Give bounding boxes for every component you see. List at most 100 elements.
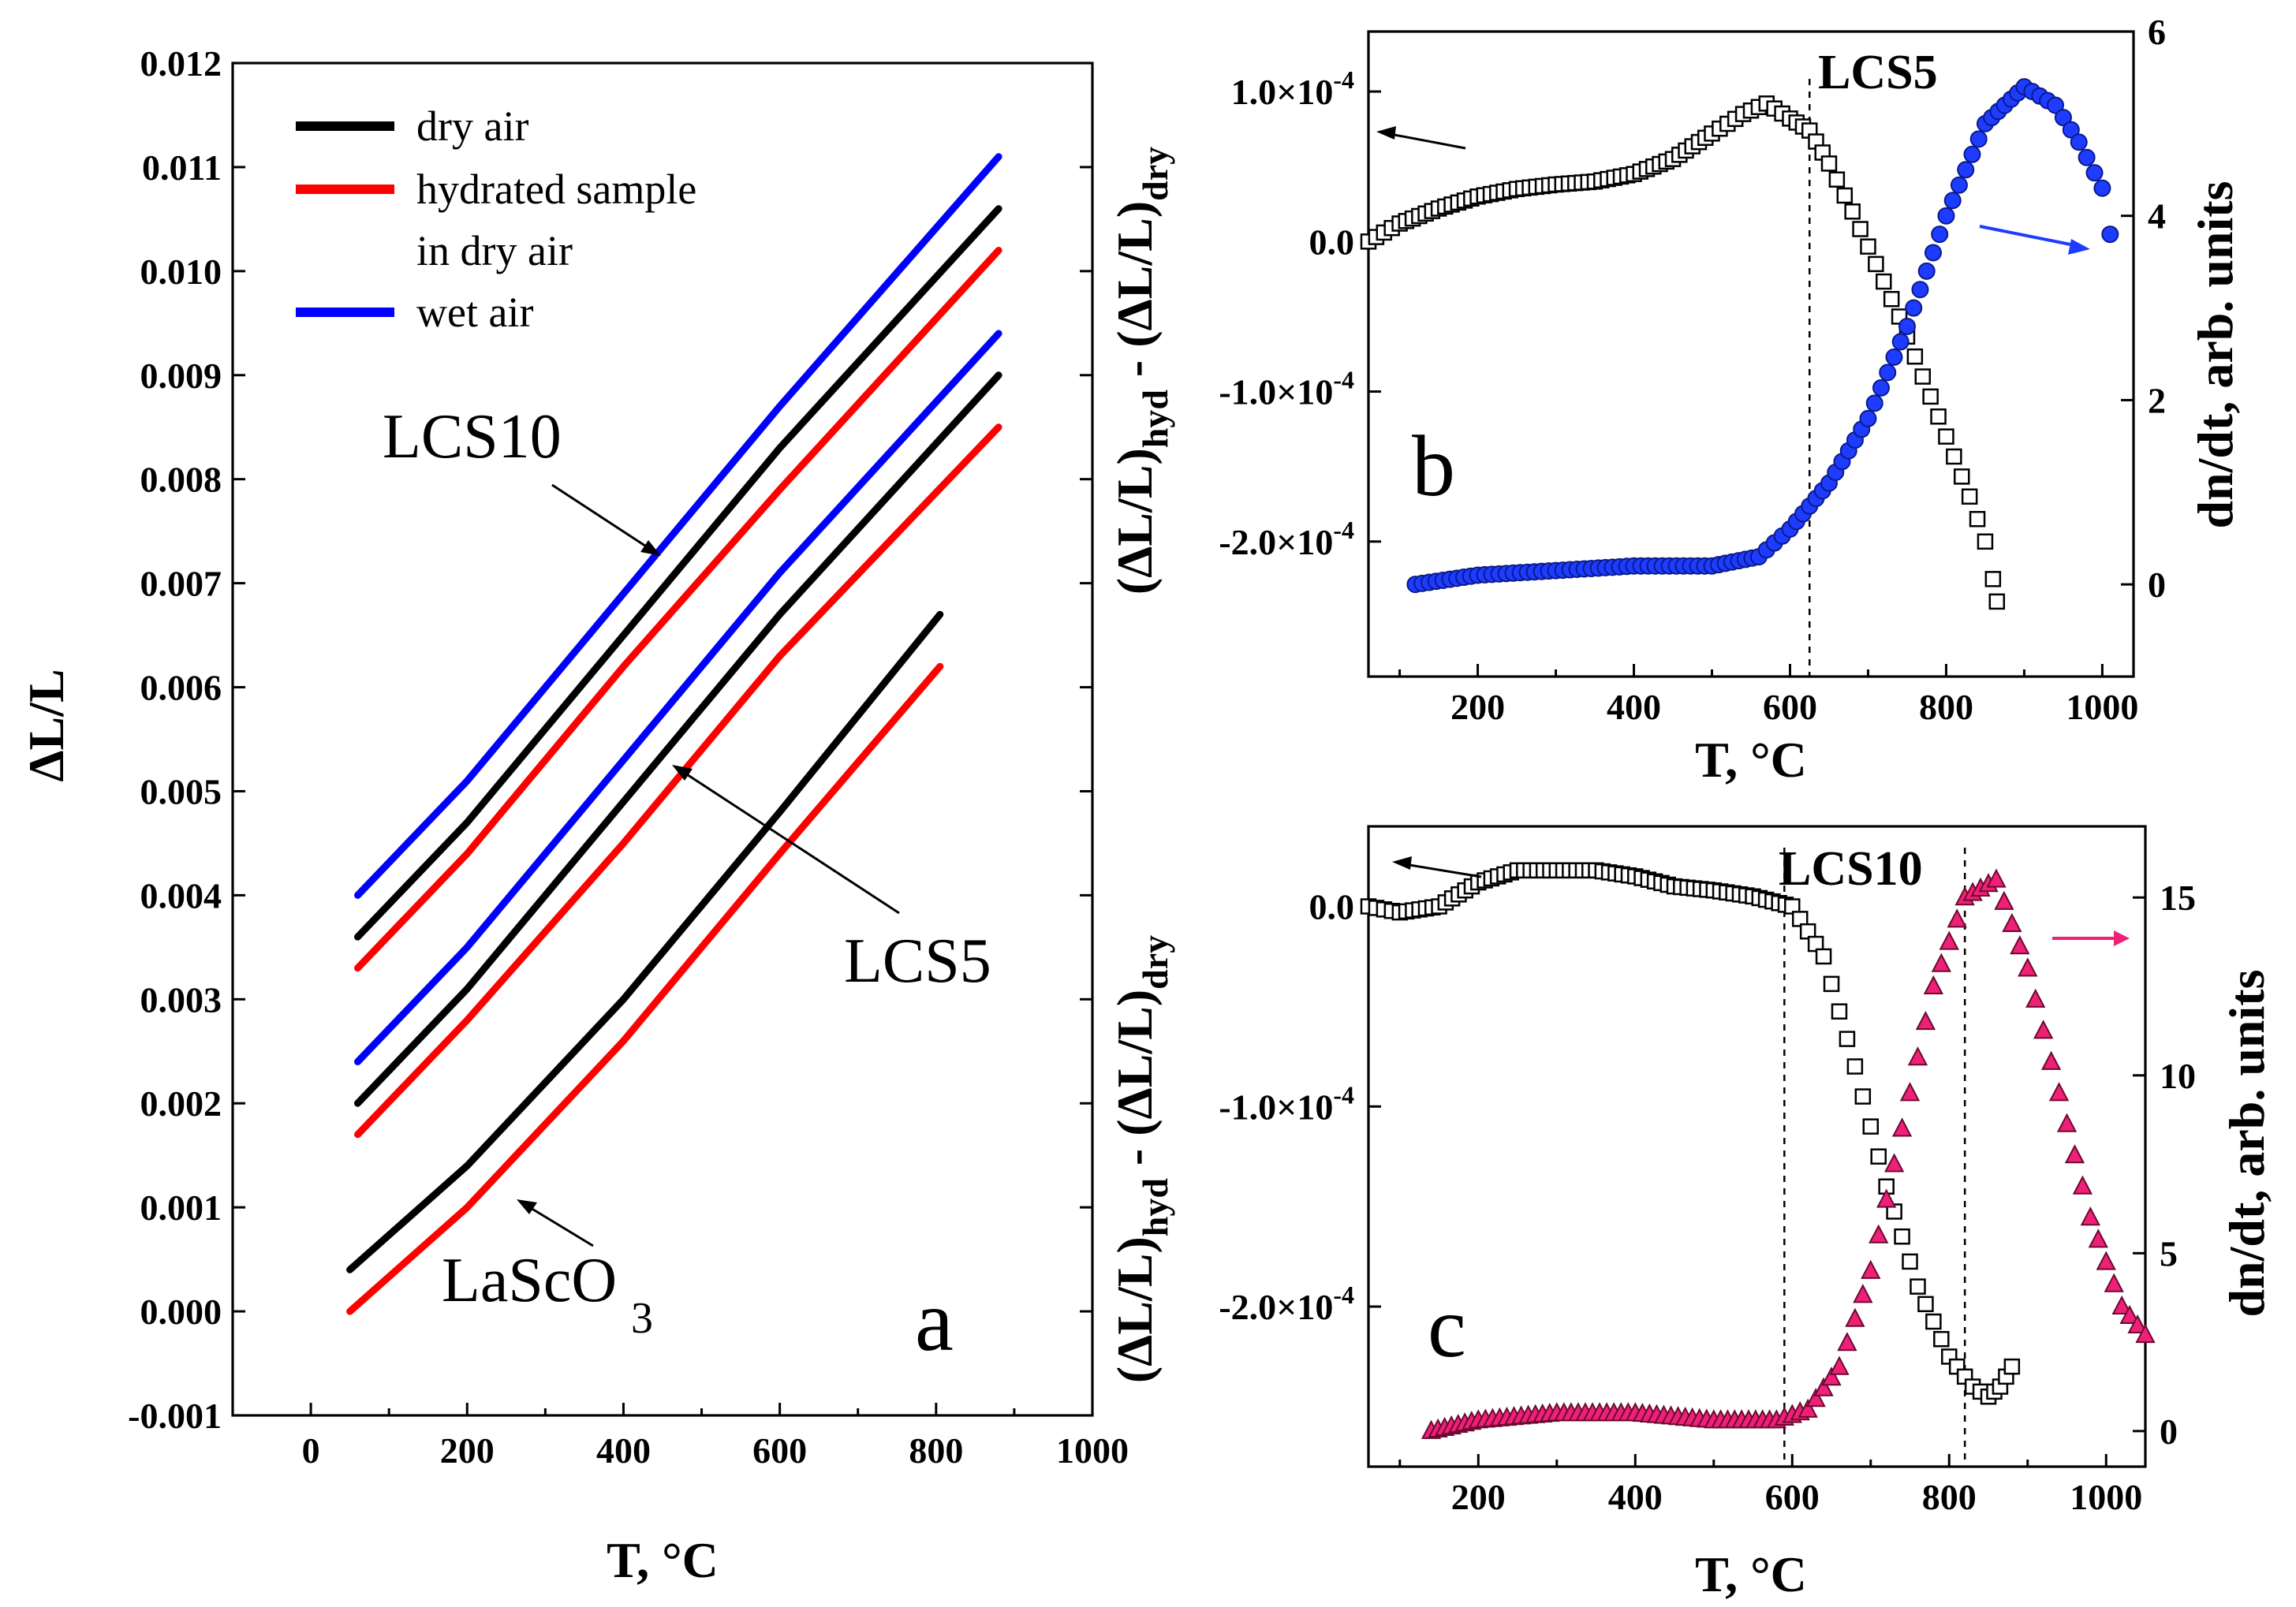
panel-b-circle-marker	[2085, 164, 2104, 182]
panel-c-y-tick-label: -2.0×10-4	[1219, 1281, 1354, 1327]
panel-c-square-marker	[1846, 1058, 1864, 1075]
panel-c-y-ticks: 0.0 -1.0×10-4 -2.0×10-4	[1219, 887, 1381, 1327]
panel-b-circle-marker	[2047, 96, 2065, 114]
panel-b-circle-marker	[2078, 148, 2096, 166]
annotation-lascoo3: LaScO	[442, 1246, 617, 1315]
panel-a-y-tick-label: 0.004	[140, 875, 222, 915]
panel-b-circle-marker	[1943, 192, 1962, 210]
panel-b-right-arrow-head	[2068, 239, 2090, 255]
panel-b-square-marker	[1876, 273, 1892, 290]
panel-b-square-marker	[1828, 171, 1846, 188]
arrow-lascoo3-head	[517, 1199, 537, 1214]
panel-c-triangle-marker	[2040, 1050, 2062, 1070]
panel-c-triangle-marker	[1947, 908, 1967, 928]
panel-c-triangle-marker	[2096, 1251, 2116, 1270]
panel-c-triangle-marker	[1861, 1259, 1881, 1279]
panel-b-square-marker	[1988, 593, 2006, 610]
panel-a-y-tick-label: -0.001	[128, 1396, 222, 1436]
panel-b-circle-marker	[2062, 121, 2080, 139]
panel-b-circle-marker	[1957, 161, 1975, 179]
panel-c-triangle-marker	[2072, 1175, 2093, 1195]
panel-b-circle-marker	[2101, 226, 2119, 244]
panel-b-y2-tick-label: 4	[2148, 196, 2166, 237]
panel-c-triangle-marker	[1798, 1398, 1818, 1418]
panel-a-series-line	[354, 371, 1002, 1107]
panel-c-square-marker	[1839, 1031, 1856, 1047]
panel-c-triangle-marker	[2064, 1144, 2085, 1164]
panel-c-triangle-marker	[1829, 1355, 1850, 1375]
panel-c-x-tick-label: 600	[1765, 1477, 1820, 1517]
panel-c-y2-tick-label: 15	[2160, 878, 2196, 918]
panel-b-circle-marker	[1885, 348, 1903, 366]
panel-c-x-ticks: 200 400 600 800 1000	[1398, 1454, 2142, 1517]
panel-a-y-tick-label: 0.009	[140, 356, 222, 396]
arrow-lcs10	[551, 483, 655, 554]
panel-c-triangle-marker	[1869, 1224, 1889, 1243]
panel-b-square-marker	[1953, 468, 1970, 485]
panel-b-square-marker	[1883, 290, 1900, 308]
panel-c-square-marker	[1917, 1296, 1934, 1313]
panel-c-square-marker	[1902, 1253, 1918, 1270]
panel-c-dashed-lines	[1783, 848, 1966, 1467]
panel-b-square-marker	[1820, 155, 1838, 172]
panel-c-square-marker	[1925, 1313, 1942, 1330]
panel-c-square-marker	[1910, 1278, 1926, 1295]
panel-c-y-tick-label: 0.0	[1309, 887, 1355, 927]
panel-c-x-tick-label: 800	[1922, 1477, 1977, 1517]
panel-c-triangle-marker	[1931, 953, 1951, 972]
panel-a-y-tick-label: 0.000	[140, 1292, 222, 1332]
panel-c-title: LCS10	[1779, 842, 1923, 896]
panel-b-square-marker	[1836, 187, 1854, 204]
panel-a-series-line	[354, 205, 1002, 941]
panel-c-square-marker	[1894, 1228, 1910, 1245]
panel-b-x-tick-label: 1000	[2066, 687, 2138, 727]
panel-c-triangle-marker	[1907, 1046, 1928, 1066]
panel-b-x-tick-label: 600	[1763, 687, 1817, 727]
panel-b-x-ticks: 200 400 600 800 1000	[1398, 664, 2138, 727]
panel-b-y-tick-label: -2.0×10-4	[1219, 516, 1354, 562]
panel-c-triangle-marker	[2010, 935, 2030, 955]
panel-b-circle-marker	[1931, 226, 1949, 244]
panel-c-x-tick-label: 400	[1608, 1477, 1663, 1517]
panel-b-square-marker	[1977, 533, 1994, 550]
panel-c-triangle-marker	[1891, 1117, 1913, 1137]
panel-b-series	[1360, 78, 2119, 610]
panel-c-square-marker	[1831, 1003, 1848, 1020]
arrow-lcs5	[678, 767, 900, 915]
panel-b-y2-tick-label: 2	[2148, 380, 2166, 420]
panel-a-y-tick-label: 0.012	[140, 43, 222, 84]
annotation-lcs5: LCS5	[844, 927, 991, 996]
panel-c-triangle-marker	[1994, 890, 2014, 910]
panel-a-frame	[231, 62, 1094, 1417]
annotation-lcs10: LCS10	[383, 402, 562, 472]
panel-c-triangle-marker	[2135, 1323, 2156, 1344]
panel-a-x-tick-label: 800	[909, 1430, 963, 1471]
panel-a-y-tick-label: 0.003	[140, 979, 222, 1020]
panel-a-series-line	[346, 662, 944, 1315]
panel-b-circle-marker	[1898, 317, 1916, 335]
panel-a-y-tick-label: 0.011	[142, 147, 222, 188]
panel-a-x-tick-label: 200	[440, 1430, 495, 1471]
panel-a-series-line	[346, 610, 944, 1273]
panel-b-circle-marker	[2070, 133, 2088, 151]
panel-b-y-ticks: 1.0×10-4 0.0 -1.0×10-4 -2.0×10-4	[1219, 65, 1381, 562]
panel-c: 200 400 600 800 1000 0.0 -1.0×10-4 -2.0×10-4 0…	[1107, 825, 2275, 1602]
panel-b-x-tick-label: 200	[1450, 687, 1505, 727]
panel-c-left-arrow	[1399, 862, 1482, 878]
panel-b-circle-marker	[1879, 364, 1897, 382]
panel-c-square-marker	[1815, 948, 1832, 965]
panel-c-x-tick-label: 1000	[2070, 1477, 2142, 1517]
panel-c-triangle-marker	[1939, 930, 1959, 950]
panel-b-square-marker	[1852, 221, 1869, 237]
panel-b-right-arrow	[1979, 225, 2083, 248]
panel-b-square-marker	[1844, 203, 1861, 220]
panel-b-circle-marker	[1950, 176, 1968, 194]
panel-c-triangle-marker	[1899, 1082, 1921, 1102]
panel-a-x-tick-label: 1000	[1056, 1430, 1129, 1471]
panel-b-circle-marker	[1905, 299, 1923, 317]
panel-b-x-axis-label: T, °C	[1695, 732, 1807, 788]
legend-label-hydrated: hydrated sample	[416, 166, 696, 213]
panel-c-triangle-marker	[1883, 1153, 1905, 1173]
panel-b-frame	[1367, 30, 2135, 678]
